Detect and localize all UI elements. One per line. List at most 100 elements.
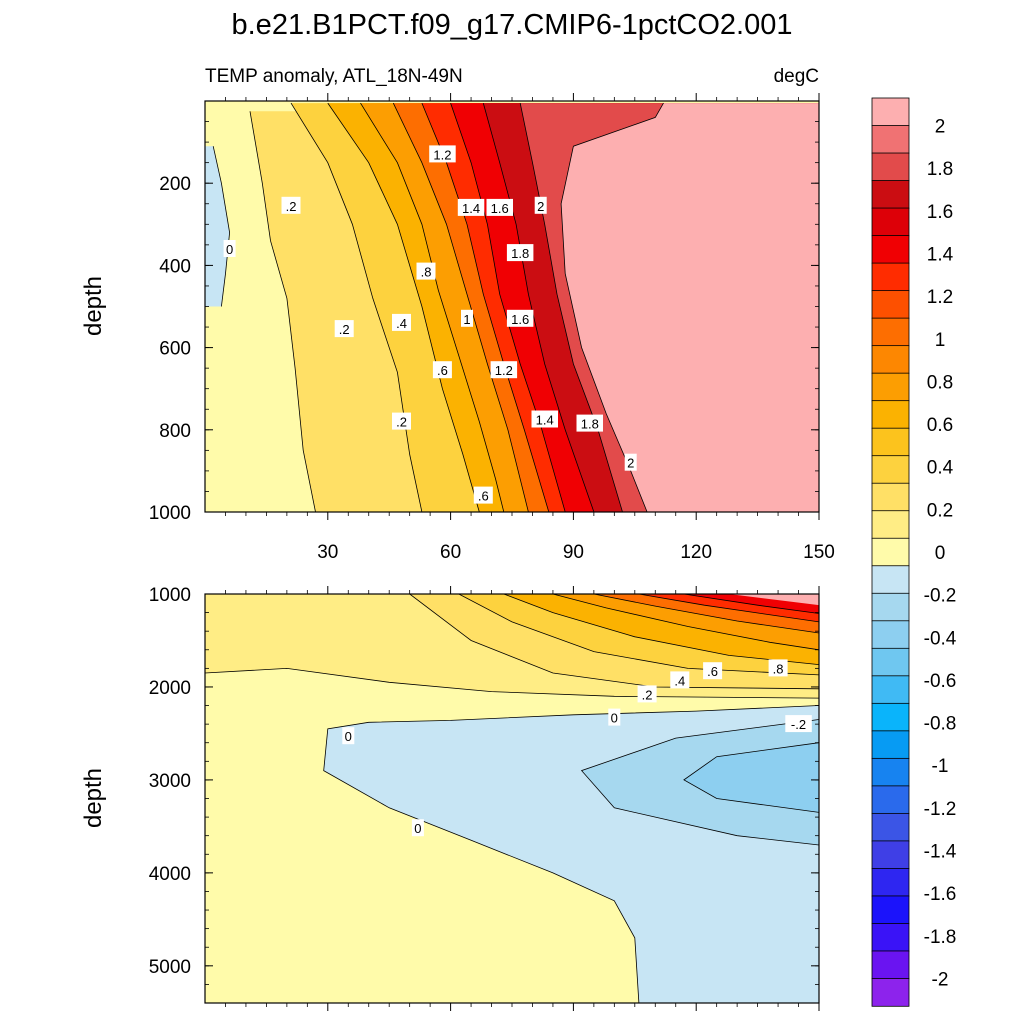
colorbar-label: 0 (935, 543, 946, 564)
colorbar-box (871, 317, 910, 347)
colorbar-label: -0.2 (924, 586, 957, 607)
y-tick-label: 600 (159, 339, 191, 360)
contour-label-text: .8 (773, 661, 784, 676)
contour-line (638, 594, 819, 623)
lower-y-axis-label: depth (80, 768, 107, 828)
contour-label-text: 1 (463, 312, 470, 327)
colorbar-label: -1.2 (924, 799, 957, 820)
contour-label: .8 (768, 659, 788, 677)
contour-label: 0 (342, 727, 355, 745)
colorbar-box (871, 427, 910, 457)
contour-label: 1.4 (531, 410, 558, 428)
upper-panel-fill (205, 101, 819, 512)
colorbar-box (871, 675, 910, 705)
contour-line (409, 594, 819, 690)
contour-label: 1.6 (486, 198, 513, 216)
contour-label-text: 1.6 (511, 312, 529, 327)
colorbar-box (871, 372, 910, 402)
contour-label-text: .2 (642, 687, 653, 702)
upper-panel-contour-labels: 1.2 1.4 1.6 2 .2 0 1.8 .8 .4 1 1.6 .2 .6 1.2 .2 1.4 1.8 2… (223, 145, 637, 504)
contour-label: 2 (534, 196, 547, 214)
colorbar-label: -1.8 (924, 927, 957, 948)
colorbar-box (871, 647, 910, 677)
y-tick-label: 5000 (149, 957, 191, 978)
contour-label: 0 (608, 708, 621, 726)
colorbar-box (871, 950, 910, 980)
colorbar-box (871, 702, 910, 732)
colorbar-box (871, 978, 910, 1007)
colorbar-label: 1.2 (927, 287, 953, 308)
upper-y-axis-label: depth (80, 276, 107, 336)
contour-label: 0 (411, 819, 424, 837)
contour-label-text: .4 (674, 673, 685, 688)
colorbar-box (871, 235, 910, 264)
contour-label-text: 1.8 (581, 417, 599, 432)
y-tick-label: 800 (159, 421, 191, 442)
contour-label: 0 (223, 240, 236, 257)
colorbar-box (871, 400, 910, 429)
contour-line (249, 111, 316, 512)
contour-label-text: .2 (396, 415, 407, 430)
contour-line (683, 742, 819, 813)
contour-label-text: 1.6 (491, 201, 509, 216)
x-tick-label: 60 (440, 542, 461, 563)
colorbar-box (871, 785, 910, 815)
contour-label-text: .2 (339, 322, 350, 337)
colorbar-box (871, 812, 910, 842)
contour-line (482, 102, 595, 512)
y-tick-label: 200 (159, 174, 191, 195)
colorbar-label: -1.4 (924, 842, 957, 863)
contour-label: .2 (637, 685, 657, 703)
contour-label-text: 1.8 (511, 246, 529, 261)
contour-line (290, 102, 423, 512)
contour-label: 1.2 (429, 145, 456, 163)
lower-panel-axes: 1000 2000 3000 4000 5000 (149, 585, 820, 1011)
colorbar-box (871, 620, 910, 650)
colorbar-box (871, 262, 910, 292)
upper-panel-contours (212, 102, 664, 512)
panel-subtitle-left: TEMP anomaly, ATL_18N-49N (205, 66, 463, 87)
contour-line (327, 102, 480, 512)
contour-line (392, 102, 529, 512)
colorbar-box (871, 565, 910, 594)
colorbar-box (871, 537, 910, 567)
colorbar-box (871, 730, 910, 760)
contour-label-text: 1.2 (433, 147, 451, 162)
contour-line (580, 719, 819, 846)
colorbar-box (871, 757, 910, 787)
colorbar-box (871, 482, 910, 512)
lower-panel-contour-labels: .8 .6 .4 .2 0 0 -.2 0 (342, 659, 812, 837)
colorbar-box (871, 290, 910, 319)
y-tick-label: 400 (159, 256, 191, 277)
contour-label: .4 (392, 313, 411, 331)
contour-label-text: 0 (414, 821, 421, 836)
contour-label: .8 (416, 262, 436, 280)
lower-panel-fill (205, 594, 819, 1003)
colorbar-box (871, 923, 910, 952)
contour-label: .2 (281, 196, 301, 214)
contour-label: 2 (624, 453, 637, 471)
colorbar-label: 1.4 (927, 245, 954, 266)
colorbar-label: 1.8 (927, 159, 953, 180)
contour-label-text: 0 (611, 711, 618, 726)
colorbar-box (871, 510, 910, 539)
contour-label: 1.6 (506, 309, 534, 327)
colorbar: 2 1.8 1.6 1.4 1.2 1 0.8 0.6 0.4 0.2 0 -0.2 -0.4 -0.6 -… (871, 97, 957, 1007)
chart-title: b.e21.B1PCT.f09_g17.CMIP6-1pctCO2.001 (232, 9, 793, 41)
contour-label-text: 1.4 (462, 201, 480, 216)
colorbar-label: -1 (932, 756, 949, 777)
colorbar-label: -2 (932, 970, 949, 991)
x-tick-label: 90 (563, 542, 584, 563)
contour-label: .6 (473, 486, 493, 504)
contour-label: 1.8 (506, 244, 534, 262)
colorbar-label: -1.6 (924, 884, 957, 905)
colorbar-label: -0.4 (924, 628, 957, 649)
colorbar-box (871, 125, 910, 154)
contour-label-text: 1.2 (495, 363, 513, 378)
colorbar-label: 0.2 (927, 500, 953, 521)
contour-line (421, 102, 550, 512)
contour-line (593, 594, 819, 634)
contour-label: 1 (461, 309, 473, 327)
x-tick-label: 120 (680, 542, 712, 563)
contour-label: 1.8 (576, 414, 603, 432)
